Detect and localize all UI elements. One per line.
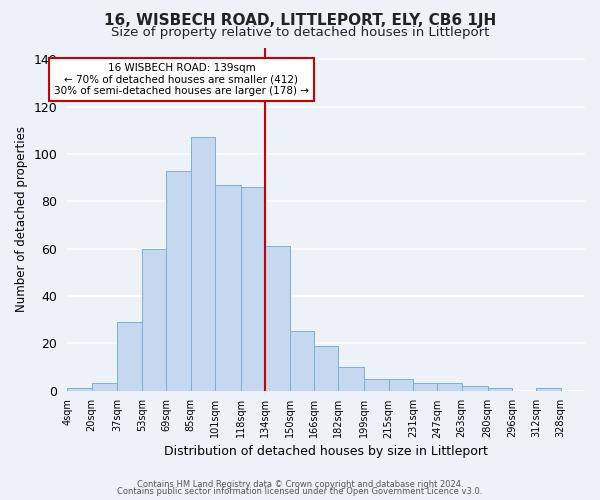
Bar <box>142 248 166 390</box>
Text: Contains public sector information licensed under the Open Government Licence v3: Contains public sector information licen… <box>118 488 482 496</box>
Bar <box>488 388 512 390</box>
Bar <box>290 332 314 390</box>
Bar <box>536 388 560 390</box>
Bar <box>191 138 215 390</box>
Bar <box>241 187 265 390</box>
Bar <box>338 367 364 390</box>
Bar <box>67 388 92 390</box>
Text: 16 WISBECH ROAD: 139sqm
← 70% of detached houses are smaller (412)
30% of semi-d: 16 WISBECH ROAD: 139sqm ← 70% of detache… <box>54 63 309 96</box>
Text: Size of property relative to detached houses in Littleport: Size of property relative to detached ho… <box>111 26 489 39</box>
Text: Contains HM Land Registry data © Crown copyright and database right 2024.: Contains HM Land Registry data © Crown c… <box>137 480 463 489</box>
Bar <box>118 322 142 390</box>
Bar <box>92 384 118 390</box>
Bar <box>413 384 437 390</box>
Bar <box>461 386 488 390</box>
X-axis label: Distribution of detached houses by size in Littleport: Distribution of detached houses by size … <box>164 444 488 458</box>
Y-axis label: Number of detached properties: Number of detached properties <box>15 126 28 312</box>
Bar <box>314 346 338 391</box>
Bar <box>437 384 461 390</box>
Text: 16, WISBECH ROAD, LITTLEPORT, ELY, CB6 1JH: 16, WISBECH ROAD, LITTLEPORT, ELY, CB6 1… <box>104 12 496 28</box>
Bar <box>265 246 290 390</box>
Bar <box>389 378 413 390</box>
Bar <box>166 170 191 390</box>
Bar <box>215 184 241 390</box>
Bar <box>364 378 389 390</box>
